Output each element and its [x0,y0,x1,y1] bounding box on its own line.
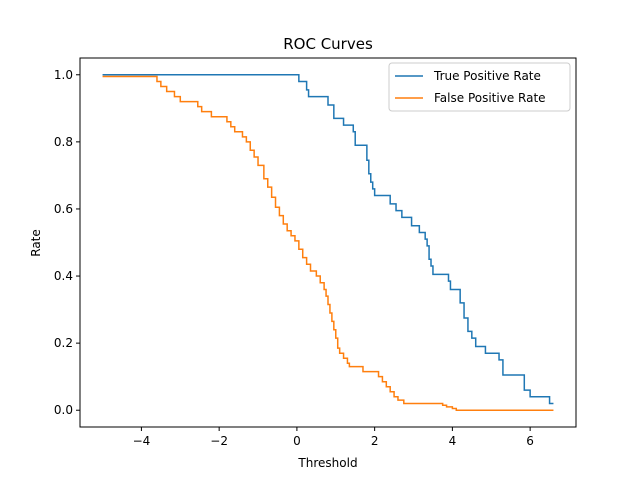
x-axis-ticks: −4 −2 0 2 4 6 [133,427,534,448]
legend-label-tpr: True Positive Rate [433,69,541,83]
x-tick-label: 6 [526,434,534,448]
y-tick-label: 0.8 [54,135,73,149]
y-tick-label: 1.0 [54,68,73,82]
y-axis-label: Rate [29,229,43,257]
y-axis-ticks: 0.0 0.2 0.4 0.6 0.8 1.0 [54,68,80,417]
series-line-1 [102,75,554,411]
chart-title: ROC Curves [283,35,373,53]
y-tick-label: 0.4 [54,269,73,283]
y-tick-label: 0.0 [54,403,73,417]
x-tick-label: −2 [210,434,228,448]
plot-frame [79,57,577,428]
x-axis-label: Threshold [297,456,357,470]
x-tick-label: 2 [371,434,379,448]
legend-label-fpr: False Positive Rate [434,91,546,105]
y-tick-label: 0.2 [54,336,73,350]
legend-box [388,62,571,112]
y-tick-label: 0.6 [54,202,73,216]
series-layer [102,74,554,411]
legend: True Positive Rate False Positive Rate [388,62,571,112]
x-tick-label: 0 [293,434,301,448]
x-tick-label: −4 [133,434,151,448]
series-line-0 [102,74,554,405]
plot-area [80,58,576,427]
x-tick-label: 4 [449,434,457,448]
